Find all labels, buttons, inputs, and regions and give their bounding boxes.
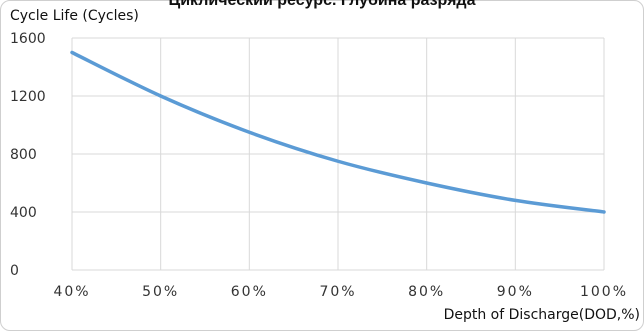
x-tick-label: 80% [408, 284, 445, 300]
cycle-life-line [70, 50, 606, 214]
x-tick-label: 90% [497, 284, 534, 300]
x-tick-label: 60% [231, 284, 268, 300]
y-tick-label: 800 [10, 147, 37, 163]
series-group [70, 50, 606, 214]
y-tick-labels: 0 400 800 1200 1600 [10, 31, 46, 279]
x-tick-label: 100% [580, 284, 628, 300]
y-axis-label: Cycle Life (Cycles) [10, 8, 139, 24]
x-tick-label: 50% [142, 284, 179, 300]
y-tick-label: 1600 [10, 31, 46, 47]
y-tick-label: 1200 [10, 89, 46, 105]
x-axis-label: Depth of Discharge(DOD,%) [443, 307, 640, 323]
x-tick-label: 70% [319, 284, 356, 300]
y-tick-label: 400 [10, 205, 37, 221]
chart-title: Циклический ресурс. Глубина разряда [168, 0, 476, 9]
gridlines [71, 37, 605, 271]
x-tick-labels: 40% 50% 60% 70% 80% 90% 100% [53, 284, 628, 300]
x-tick-label: 40% [53, 284, 90, 300]
y-tick-label: 0 [10, 263, 19, 279]
